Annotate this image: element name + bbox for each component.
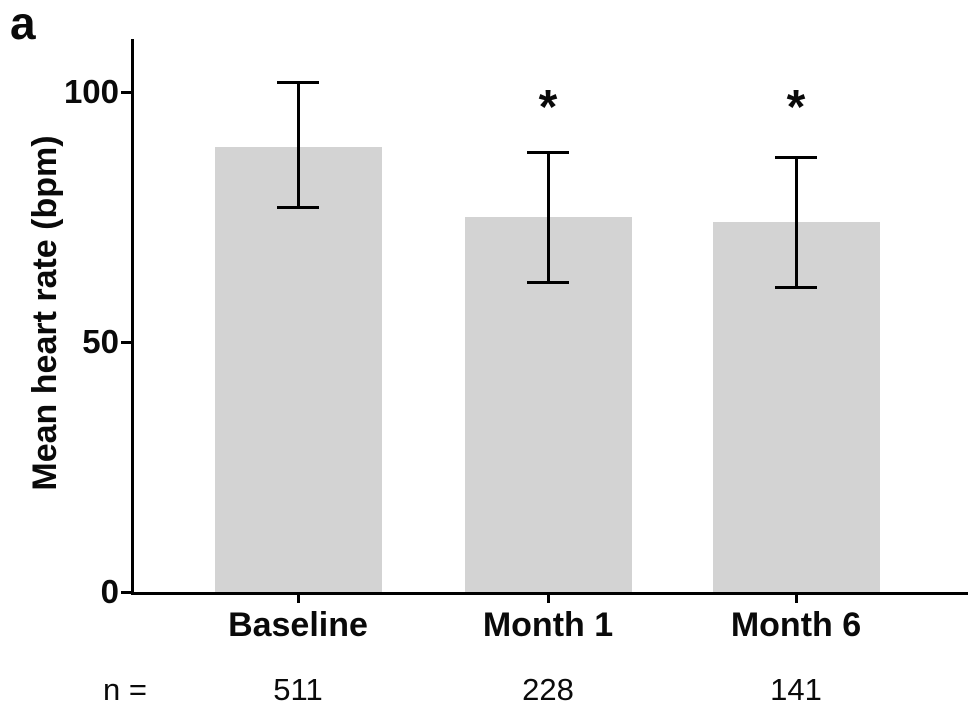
y-axis-line <box>131 39 134 595</box>
n-equals-label: n = <box>103 672 147 707</box>
significance-asterisk: * <box>786 81 806 134</box>
panel-label: a <box>10 0 36 49</box>
error-bar-cap-lower <box>277 206 319 209</box>
n-value: 511 <box>273 672 323 707</box>
y-tick-label: 100 <box>63 73 119 110</box>
n-value: 141 <box>770 672 822 707</box>
significance-asterisk: * <box>538 81 558 134</box>
x-tick-mark <box>547 595 550 603</box>
error-bar-stem <box>547 152 550 282</box>
y-tick-mark <box>121 341 131 344</box>
error-bar-stem <box>795 157 798 287</box>
x-tick-label: Baseline <box>228 606 368 644</box>
y-tick-mark <box>121 91 131 94</box>
error-bar-cap-lower <box>775 286 817 289</box>
error-bar-cap-upper <box>527 151 569 154</box>
x-axis-line <box>131 592 968 595</box>
bar <box>215 147 382 592</box>
x-tick-label: Month 6 <box>730 606 862 644</box>
y-tick-label: 50 <box>82 323 119 360</box>
error-bar-cap-upper <box>277 81 319 84</box>
error-bar-cap-lower <box>527 281 569 284</box>
y-tick-label: 0 <box>100 573 119 610</box>
y-tick-mark <box>121 591 131 594</box>
x-tick-mark <box>297 595 300 603</box>
n-value: 228 <box>522 672 574 707</box>
error-bar-stem <box>297 82 300 207</box>
error-bar-cap-upper <box>775 156 817 159</box>
y-axis-title: Mean heart rate (bpm) <box>26 135 64 491</box>
x-tick-mark <box>795 595 798 603</box>
x-tick-label: Month 1 <box>482 606 614 644</box>
